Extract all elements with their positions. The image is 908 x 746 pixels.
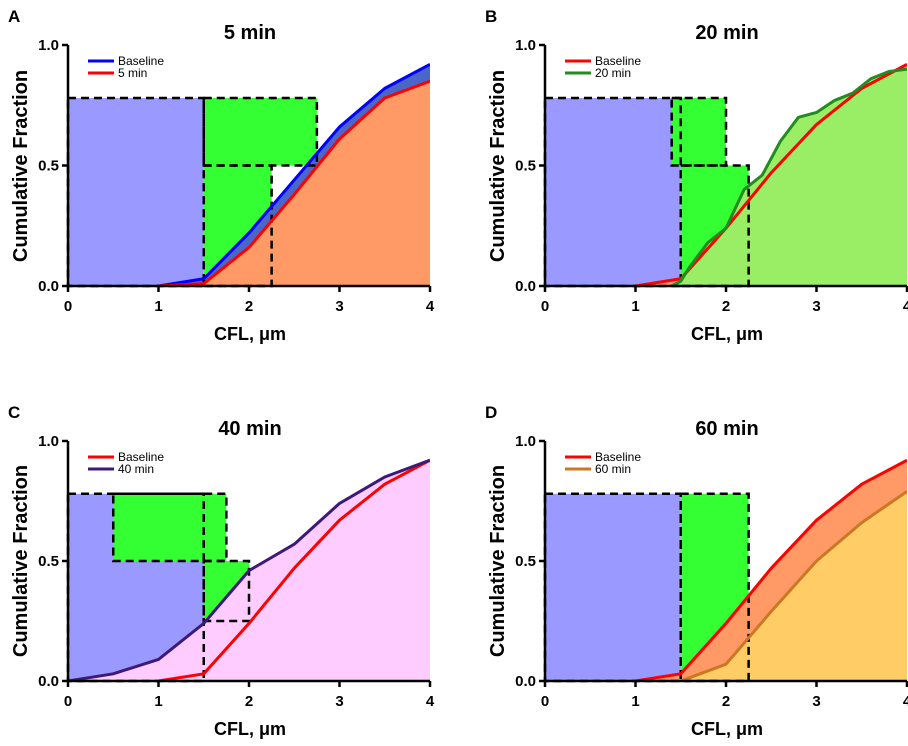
y-tick-label: 1.0 [38,433,59,450]
series-line-2 [680,490,907,681]
quantile-box-2 [203,98,317,166]
quantile-box-2 [113,493,227,561]
line-layer [68,458,430,681]
y-axis-label: Cumulative Fraction [487,70,509,262]
series-line-2 [68,458,430,681]
x-tick-label: 4 [903,693,908,710]
x-axis-label: CFL, μm [691,719,763,739]
line-layer [158,62,430,286]
quantile-box-1 [545,493,681,681]
panel-letter: D [485,403,497,422]
x-tick-label: 1 [631,298,639,315]
legend-label-1: Baseline [118,450,164,464]
y-tick-label: 1.0 [38,37,59,54]
axes: 0 1 2 3 4 0.0 0.5 1.0 [515,37,908,315]
x-tick-label: 4 [903,298,908,315]
series-line-2 [158,79,430,286]
line-layer [635,62,907,286]
box-layer [68,98,317,287]
panel-letter: C [8,403,20,422]
x-tick-label: 2 [245,693,253,710]
x-tick-label: 0 [64,298,72,315]
x-tick-label: 0 [541,693,549,710]
x-tick-label: 3 [335,693,343,710]
x-tick-label: 2 [722,298,730,315]
line-layer [635,458,907,681]
x-tick-label: 4 [426,693,435,710]
x-tick-label: 3 [812,693,820,710]
x-tick-label: 0 [64,693,72,710]
box-layer [545,98,749,287]
legend-label-1: Baseline [595,450,641,464]
x-tick-label: 3 [812,298,820,315]
y-axis-label: Cumulative Fraction [487,465,509,657]
quantile-box-1 [68,98,204,287]
quantile-box-1 [545,98,681,287]
y-axis-label: Cumulative Fraction [10,70,32,262]
series-area-overlay [671,69,907,286]
y-axis-label: Cumulative Fraction [10,465,32,657]
legend-label-2: 60 min [595,462,631,476]
x-axis-label: CFL, μm [214,719,286,739]
panel-c: C 40 min Cumulative Fraction CFL, μm 0 1 2… [8,403,435,739]
panel-d: D 60 min Cumulative Fraction CFL, μm 0 1 2… [485,403,908,739]
y-tick-label: 0.0 [515,673,536,690]
y-tick-label: 0.0 [38,278,59,295]
panel-letter: B [485,7,497,26]
series-line-1 [635,458,907,681]
y-tick-label: 0.5 [515,158,536,175]
legend-label-2: 40 min [118,462,154,476]
x-tick-label: 2 [245,298,253,315]
panel-title: 5 min [224,22,276,44]
y-tick-label: 1.0 [515,37,536,54]
axes: 0 1 2 3 4 0.0 0.5 1.0 [38,37,435,315]
area-layer [635,64,907,286]
x-tick-label: 1 [154,693,162,710]
legend-label-2: 5 min [118,66,147,80]
y-tick-label: 0.5 [38,553,59,570]
axes: 0 1 2 3 4 0.0 0.5 1.0 [38,433,435,710]
axes: 0 1 2 3 4 0.0 0.5 1.0 [515,433,908,710]
legend-label-1: Baseline [118,54,164,68]
legend-label-2: 20 min [595,66,631,80]
x-tick-label: 2 [722,693,730,710]
panel-title: 60 min [695,418,758,440]
x-axis-label: CFL, μm [691,324,763,344]
x-tick-label: 3 [335,298,343,315]
y-tick-label: 0.0 [38,673,59,690]
quantile-box-outline-2 [112,492,228,563]
y-tick-label: 0.5 [515,553,536,570]
series-line-2 [670,67,907,286]
panel-title: 20 min [695,22,758,44]
x-axis-label: CFL, μm [214,324,286,344]
x-tick-label: 4 [426,298,435,315]
y-tick-label: 0.5 [38,158,59,175]
x-tick-label: 1 [154,298,162,315]
x-tick-label: 0 [541,298,549,315]
series-area-overlay [158,81,430,286]
series-line-1 [158,458,430,681]
y-tick-label: 0.0 [515,278,536,295]
panel-title: 40 min [218,418,281,440]
panel-letter: A [8,7,20,26]
series-line-1 [158,62,430,286]
y-tick-label: 1.0 [515,433,536,450]
x-tick-label: 1 [631,693,639,710]
panel-b: B 20 min Cumulative Fraction CFL, μm 0 1 2… [485,7,908,344]
panel-a: A 5 min Cumulative Fraction CFL, μm 0 1 2 3… [8,7,435,344]
legend-label-1: Baseline [595,54,641,68]
